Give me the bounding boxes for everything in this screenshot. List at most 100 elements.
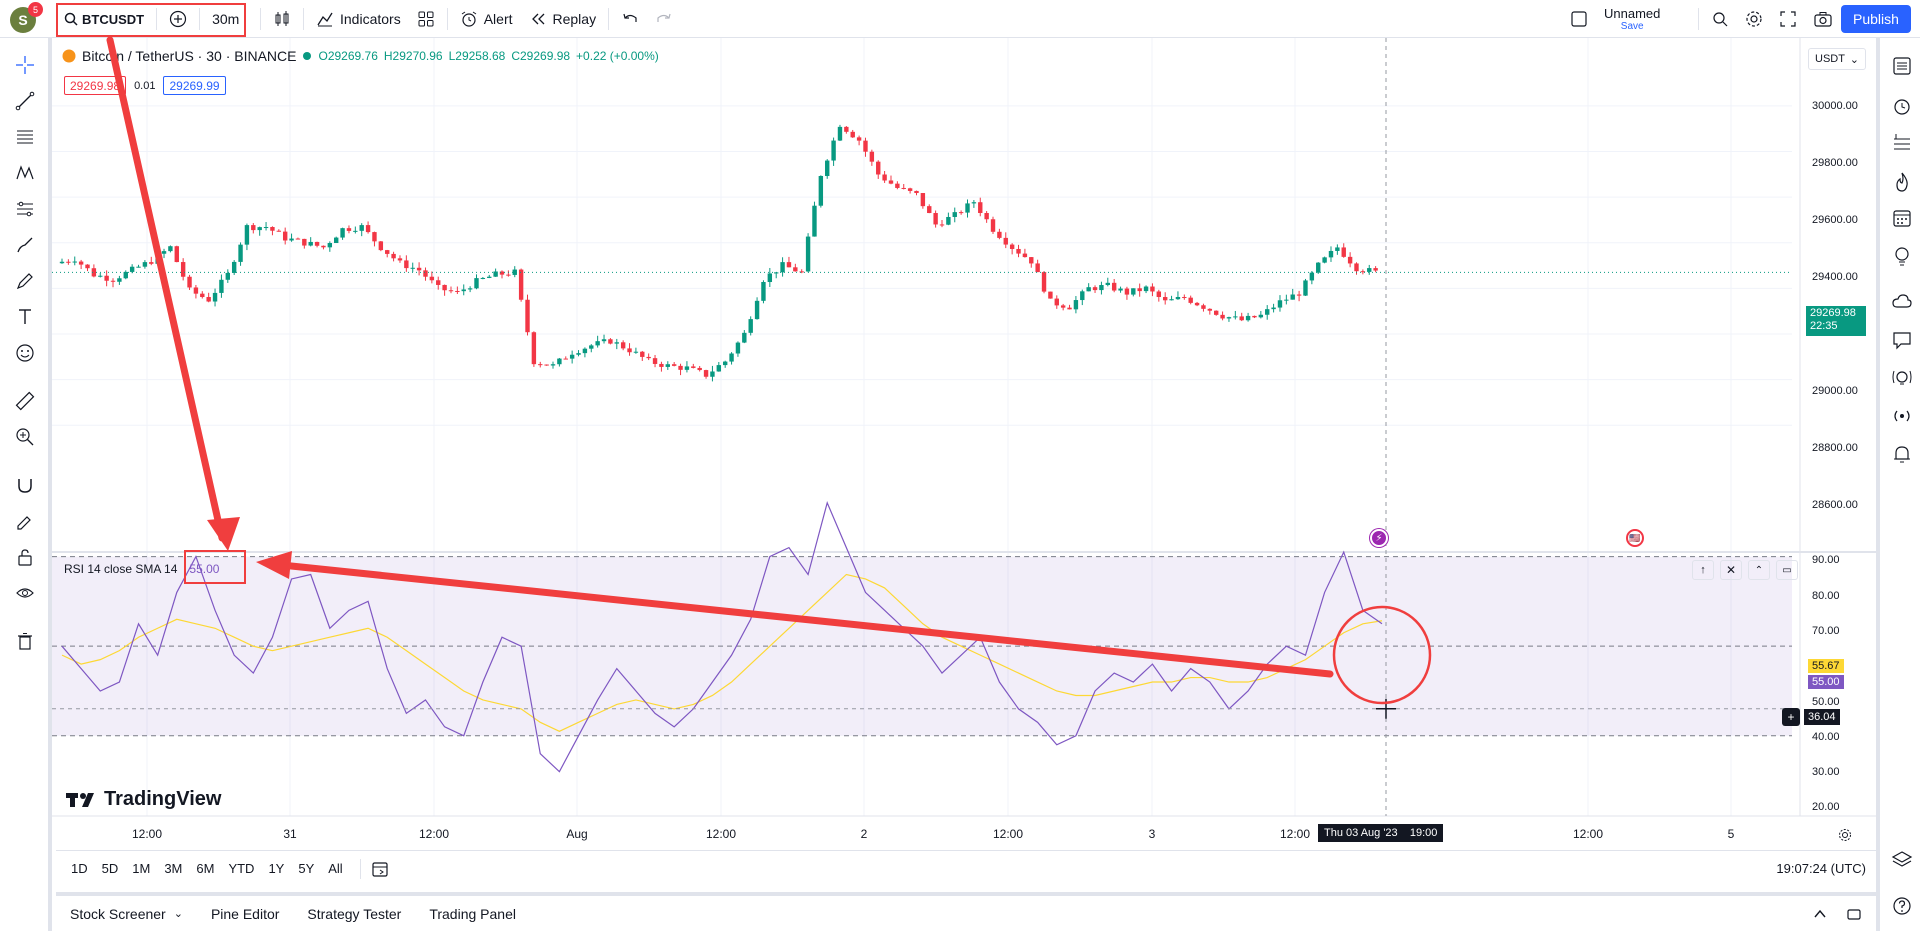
compare-symbol-button[interactable] xyxy=(161,4,195,34)
currency-label: USDT xyxy=(1815,53,1845,65)
layout-name-button[interactable]: Unnamed Save xyxy=(1596,6,1668,32)
rsi-legend-title[interactable]: RSI 14 close SMA 14 xyxy=(64,562,178,576)
calendar-button[interactable] xyxy=(1888,204,1916,232)
buy-sell-buttons: 29269.98 0.01 29269.99 xyxy=(64,76,226,95)
streams-button[interactable] xyxy=(1888,288,1916,316)
lock-icon xyxy=(15,547,35,567)
price-tick: 29800.00 xyxy=(1812,157,1858,169)
pen-tool[interactable] xyxy=(12,268,38,294)
magnet-tool[interactable] xyxy=(12,472,38,498)
brush-tool[interactable] xyxy=(12,232,38,258)
alert-button[interactable]: Alert xyxy=(452,4,521,34)
us-flag-icon[interactable]: 🇺🇸 xyxy=(1626,529,1644,547)
replay-button[interactable]: Replay xyxy=(521,4,605,34)
candle-body xyxy=(863,140,868,152)
broadcast-button[interactable] xyxy=(1888,402,1916,430)
range-button[interactable]: 5Y xyxy=(298,861,315,876)
alerts-panel-button[interactable] xyxy=(1888,92,1916,120)
currency-select[interactable]: USDT ⌄ xyxy=(1808,48,1866,70)
collapse-panel-button[interactable] xyxy=(1812,906,1828,922)
candle-body xyxy=(1188,297,1193,303)
maximize-panel-button[interactable] xyxy=(1846,906,1862,922)
zoom-tool[interactable] xyxy=(12,424,38,450)
range-button[interactable]: 6M xyxy=(196,861,215,876)
notifications-button[interactable] xyxy=(1888,440,1916,468)
templates-button[interactable] xyxy=(409,4,443,34)
event-lightning-icon[interactable]: ⚡ xyxy=(1370,529,1388,547)
ideas-button[interactable] xyxy=(1888,242,1916,270)
chats-button[interactable] xyxy=(1888,326,1916,354)
crosshair-tool[interactable] xyxy=(12,52,38,78)
candle-body xyxy=(442,284,447,291)
maximize-pane-button[interactable]: ▭ xyxy=(1776,560,1798,580)
prediction-tool[interactable] xyxy=(12,196,38,222)
pattern-tool[interactable] xyxy=(12,160,38,186)
candle-body xyxy=(1354,263,1359,272)
pine-ideas-button[interactable] xyxy=(1888,364,1916,392)
range-button[interactable]: 1D xyxy=(71,861,88,876)
range-button[interactable]: YTD xyxy=(228,861,255,876)
trend-line-tool[interactable] xyxy=(12,88,38,114)
candle-body xyxy=(1131,288,1136,295)
redo-button[interactable] xyxy=(647,4,681,34)
remove-drawings-tool[interactable] xyxy=(12,628,38,654)
collapse-pane-button[interactable]: ⌃ xyxy=(1748,560,1770,580)
candle-body xyxy=(831,140,836,161)
utc-clock[interactable]: 19:07:24 (UTC) xyxy=(1776,861,1866,876)
divider xyxy=(303,8,304,30)
top-toolbar: S 5 BTCUSDT 30m Indic xyxy=(0,0,1920,38)
sell-button[interactable]: 29269.98 xyxy=(64,76,127,95)
range-button[interactable]: 1Y xyxy=(268,861,285,876)
candle-body xyxy=(1022,253,1028,258)
add-plus-icon[interactable]: + xyxy=(1782,708,1800,726)
indicators-button[interactable]: Indicators xyxy=(308,4,409,34)
undo-button[interactable] xyxy=(613,4,647,34)
candles-icon xyxy=(273,10,291,28)
publish-button[interactable]: Publish xyxy=(1841,5,1911,33)
fib-tool[interactable] xyxy=(12,124,38,150)
rsi-pane xyxy=(52,38,1792,816)
layout-checkbox[interactable] xyxy=(1562,4,1596,34)
legend-title[interactable]: Bitcoin / TetherUS · 30 · BINANCE xyxy=(82,48,297,64)
lock-drawings-tool[interactable] xyxy=(12,544,38,570)
text-tool[interactable] xyxy=(12,304,38,330)
right-actions: Publish xyxy=(1694,4,1911,34)
hotlists-button[interactable] xyxy=(1888,168,1916,196)
settings-button[interactable] xyxy=(1737,4,1771,34)
interval-button[interactable]: 30m xyxy=(212,11,240,27)
axis-settings-button[interactable] xyxy=(1838,828,1852,842)
tab-strategy-tester[interactable]: Strategy Tester xyxy=(307,905,402,922)
snapshot-button[interactable] xyxy=(1805,4,1841,34)
range-button[interactable]: 3M xyxy=(164,861,183,876)
pattern-icon xyxy=(15,163,35,183)
rewind-icon xyxy=(529,10,547,28)
chart-type-button[interactable] xyxy=(265,4,299,34)
candle-body xyxy=(1341,247,1346,257)
close-pane-button[interactable]: ✕ xyxy=(1720,560,1742,580)
quick-search-button[interactable] xyxy=(1703,4,1737,34)
buy-button[interactable]: 29269.99 xyxy=(163,76,226,95)
tab-stock-screener[interactable]: Stock Screener ⌄ xyxy=(56,906,197,922)
move-pane-up-button[interactable]: ↑ xyxy=(1692,560,1714,580)
chart-canvas[interactable] xyxy=(52,38,1876,850)
candle-body xyxy=(569,354,575,359)
keep-drawing-tool[interactable] xyxy=(12,508,38,534)
layers-button[interactable] xyxy=(1888,846,1916,874)
hide-drawings-tool[interactable] xyxy=(12,580,38,606)
help-button[interactable] xyxy=(1888,892,1916,920)
range-button[interactable]: All xyxy=(328,861,343,876)
tab-pine-editor[interactable]: Pine Editor xyxy=(210,905,280,922)
fullscreen-button[interactable] xyxy=(1771,4,1805,34)
ruler-tool[interactable] xyxy=(12,388,38,414)
chart-pane[interactable]: Bitcoin / TetherUS · 30 · BINANCE O29269… xyxy=(52,38,1876,850)
tradingview-watermark[interactable]: TradingView xyxy=(66,788,221,811)
watchlist-button[interactable] xyxy=(1888,52,1916,80)
object-tree-button[interactable] xyxy=(1888,130,1916,158)
range-button[interactable]: 1M xyxy=(132,861,151,876)
candle-body xyxy=(907,188,913,191)
symbol-search-button[interactable]: BTCUSDT xyxy=(56,4,152,34)
goto-date-button[interactable] xyxy=(371,860,389,878)
emoji-tool[interactable] xyxy=(12,340,38,366)
range-button[interactable]: 5D xyxy=(101,861,119,876)
tab-trading-panel[interactable]: Trading Panel xyxy=(429,905,516,922)
